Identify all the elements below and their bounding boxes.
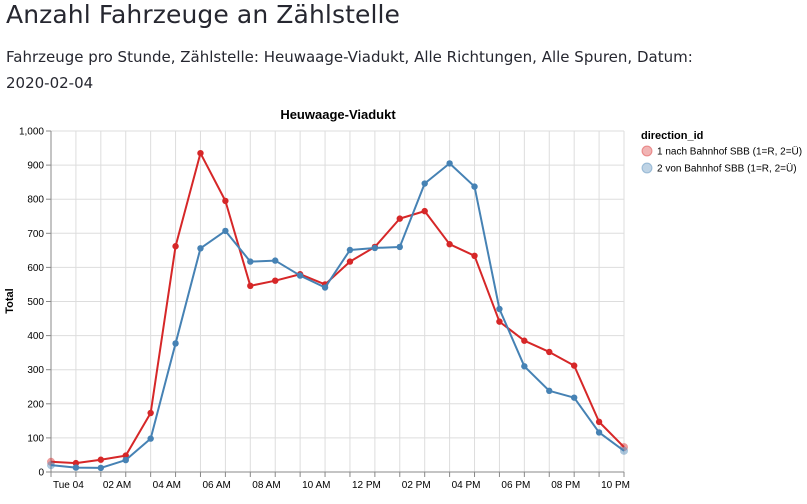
x-tick-label: 08 PM (551, 480, 580, 491)
data-point-series-2[interactable] (296, 272, 304, 279)
x-tick-label: 08 AM (252, 480, 280, 491)
y-tick-label: 400 (27, 331, 44, 342)
data-point-series-1[interactable] (421, 207, 428, 215)
x-tick-label: Tue 04 (53, 480, 84, 491)
y-axis: 0 100 200 300 400 500 600 700 800 900 1,000 (19, 127, 52, 479)
x-tick-label: 02 PM (402, 480, 431, 491)
data-point-series-2[interactable] (122, 456, 129, 464)
legend-label-1[interactable]: 1 nach Bahnhof SBB (1=R, 2=Ü) (657, 146, 802, 158)
y-tick-label: 100 (27, 433, 44, 444)
y-tick-label: 500 (27, 297, 44, 308)
data-point-series-2[interactable] (421, 180, 428, 187)
y-tick-label: 300 (27, 365, 44, 376)
data-point-series-1[interactable] (396, 215, 403, 222)
x-tick-label: 12 PM (352, 480, 381, 491)
x-axis: Tue 04 02 AM 04 AM 06 AM 08 AM 10 AM 12 PM 02 P… (50, 471, 630, 491)
y-tick-label: 900 (27, 161, 44, 172)
data-point-series-2[interactable] (570, 394, 578, 401)
data-point-series-1[interactable] (471, 252, 478, 260)
y-axis-title: Total (4, 288, 16, 313)
data-point-series-2[interactable] (595, 429, 603, 436)
data-point-series-2[interactable] (396, 243, 403, 251)
data-point-series-2[interactable] (620, 446, 628, 455)
page-subtitle: Fahrzeuge pro Stunde, Zählstelle: Heuwaa… (6, 48, 693, 92)
data-point-series-2[interactable] (446, 160, 453, 167)
data-point-series-2[interactable] (197, 245, 204, 252)
series-line-2 (50, 162, 625, 469)
data-point-series-2[interactable] (321, 284, 329, 291)
chart-title: Heuwaage-Viadukt (280, 107, 396, 122)
data-point-series-2[interactable] (496, 305, 503, 313)
data-point-series-2[interactable] (471, 183, 478, 190)
y-tick-label: 600 (27, 263, 44, 274)
data-point-series-1[interactable] (272, 277, 279, 284)
data-point-series-2[interactable] (172, 340, 179, 347)
y-tick-label: 1,000 (19, 127, 44, 138)
data-point-series-1[interactable] (222, 197, 229, 205)
legend-title: direction_id (641, 130, 703, 142)
data-point-series-1[interactable] (97, 456, 105, 463)
legend-symbol-2[interactable] (641, 162, 653, 174)
data-point-series-2[interactable] (521, 363, 528, 370)
x-tick-label: 06 PM (501, 480, 530, 491)
data-point-series-1[interactable] (546, 348, 553, 356)
plot-area (47, 149, 628, 472)
data-point-series-1[interactable] (346, 258, 354, 265)
page-title: Anzahl Fahrzeuge an Zählstelle (6, 0, 401, 29)
data-point-series-1[interactable] (72, 459, 80, 467)
x-tick-label: 06 AM (202, 480, 230, 491)
series-line-1 (50, 152, 625, 465)
x-tick-label: 04 PM (452, 480, 481, 491)
data-point-series-1[interactable] (172, 243, 179, 250)
x-tick-label: 10 AM (302, 480, 330, 491)
data-point-series-1[interactable] (521, 337, 528, 344)
data-point-series-2[interactable] (47, 461, 55, 470)
data-point-series-1[interactable] (197, 149, 204, 157)
data-point-series-2[interactable] (346, 246, 354, 254)
x-tick-label: 10 PM (601, 480, 630, 491)
y-tick-label: 200 (27, 399, 44, 410)
data-point-series-2[interactable] (247, 258, 254, 265)
data-point-series-1[interactable] (47, 457, 55, 466)
data-point-series-1[interactable] (147, 409, 154, 417)
data-point-series-2[interactable] (222, 227, 229, 235)
data-point-series-2[interactable] (371, 244, 379, 252)
y-tick-label: 0 (38, 468, 44, 479)
data-point-series-2[interactable] (147, 435, 154, 442)
legend-label-2[interactable]: 2 von Bahnhof SBB (1=R, 2=Ü) (657, 163, 797, 175)
y-grid (51, 130, 624, 473)
data-point-series-2[interactable] (97, 464, 105, 472)
data-point-series-2[interactable] (272, 257, 279, 264)
data-point-series-1[interactable] (122, 452, 129, 459)
data-point-series-2[interactable] (546, 387, 553, 395)
data-point-series-2[interactable] (72, 464, 80, 471)
data-point-series-1[interactable] (247, 282, 254, 290)
x-tick-label: 04 AM (153, 480, 181, 491)
data-point-series-1[interactable] (496, 318, 503, 325)
data-point-series-1[interactable] (570, 362, 578, 369)
y-tick-label: 700 (27, 229, 44, 240)
y-tick-label: 800 (27, 195, 44, 206)
data-point-series-1[interactable] (446, 241, 453, 248)
legend[interactable]: direction_id 1 nach Bahnhof SBB (1=R, 2=… (641, 130, 802, 175)
legend-symbol-1[interactable] (641, 145, 653, 157)
x-tick-label: 02 AM (103, 480, 131, 491)
data-point-series-1[interactable] (595, 418, 603, 426)
